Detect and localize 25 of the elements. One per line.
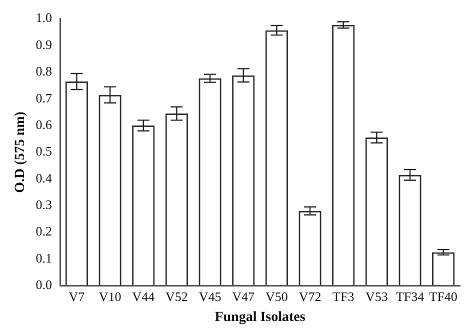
y-tick-label: 1.0 (36, 10, 52, 26)
x-tick-label: V45 (198, 288, 222, 304)
x-tick-label: V7 (68, 288, 86, 304)
x-axis-title: Fungal Isolates (214, 310, 306, 326)
x-tick-label: V72 (298, 288, 322, 304)
y-tick-label: 0.5 (36, 144, 52, 159)
x-tick-label: V44 (132, 288, 156, 304)
x-tick-label: V53 (365, 288, 388, 304)
x-tick-label: V10 (98, 288, 122, 304)
y-tick-label: 0.8 (36, 64, 52, 79)
y-tick-label: 0.3 (36, 196, 52, 212)
y-tick-label: 0.9 (36, 36, 52, 52)
y-tick-label: 0.2 (36, 224, 52, 239)
y-tick-label: 0.7 (36, 90, 53, 106)
x-tick-label: TF40 (429, 288, 458, 304)
x-tick-label: V52 (166, 288, 188, 304)
x-tick-label: V47 (232, 288, 256, 304)
x-tick-label: TF34 (396, 288, 425, 304)
y-tick-label: 0.0 (36, 277, 52, 292)
y-axis-title: O.D (575 nm) (13, 111, 28, 193)
x-tick-label: TF3 (332, 288, 354, 304)
x-tick-label: V50 (265, 288, 288, 304)
y-tick-label: 0.6 (36, 116, 53, 132)
y-tick-label: 0.4 (36, 170, 53, 186)
y-tick-label: 0.1 (36, 250, 52, 266)
